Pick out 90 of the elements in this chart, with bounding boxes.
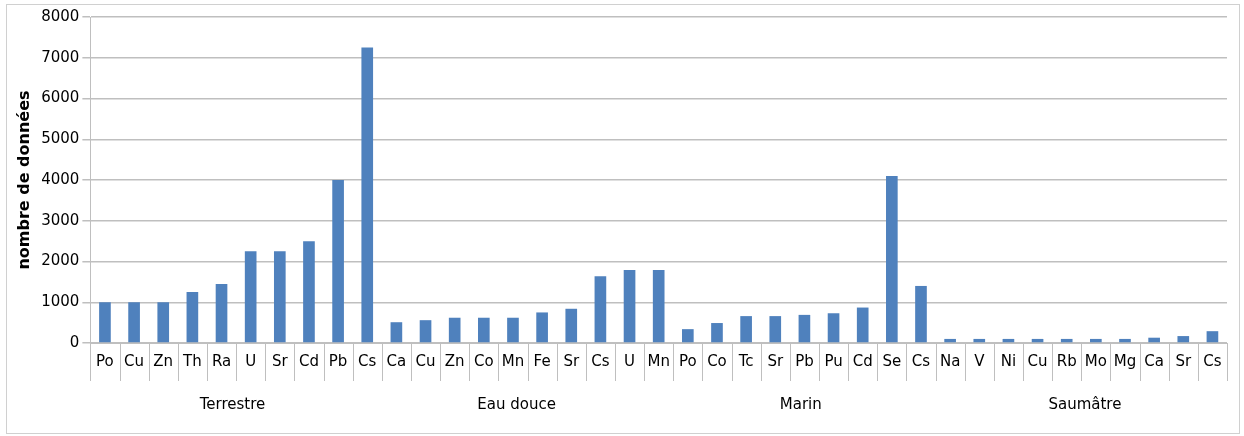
x-tick-label: Sr xyxy=(1175,351,1192,370)
text: Saumâtre xyxy=(1048,394,1122,413)
x-tick-label: Po xyxy=(678,351,697,370)
y-tick-label: 2000 xyxy=(41,251,80,270)
y-tick-label: 7000 xyxy=(41,47,80,66)
bar xyxy=(565,308,578,343)
bar xyxy=(390,322,403,343)
x-tick-label: Sr xyxy=(563,351,580,370)
x-tick-label: Zn xyxy=(153,351,174,370)
x-tick-label: Ra xyxy=(211,351,232,370)
bar xyxy=(827,313,840,343)
y-tick-label: 5000 xyxy=(41,129,80,148)
x-tick-label: Co xyxy=(707,351,727,370)
x-tick-label: Cs xyxy=(358,351,377,370)
bar xyxy=(1119,338,1131,343)
y-tick-label: 1000 xyxy=(41,292,80,311)
x-tick-label: Cd xyxy=(852,351,873,370)
y-tick-label: 0 xyxy=(69,332,80,351)
x-tick-label: Po xyxy=(96,351,114,370)
x-tick-label: Cu xyxy=(415,351,436,370)
bar xyxy=(1060,338,1073,343)
text: Terrestre xyxy=(198,394,266,413)
bar xyxy=(273,251,286,343)
x-tick-label: Pb xyxy=(328,351,348,370)
bar xyxy=(1206,331,1219,343)
bar xyxy=(536,312,548,343)
x-tick-label: Ni xyxy=(1000,351,1017,370)
x-tick-label: Mo xyxy=(1084,351,1107,370)
bar xyxy=(361,47,374,343)
y-tick-label: 3000 xyxy=(41,210,80,229)
bar xyxy=(419,320,432,343)
x-tick-label: Pb xyxy=(795,351,814,370)
bar xyxy=(507,317,519,343)
y-axis-title: nombre de données xyxy=(13,90,33,270)
bar xyxy=(303,241,315,343)
x-tick-label: Cs xyxy=(911,351,931,370)
bar xyxy=(652,270,665,343)
bar xyxy=(1177,336,1190,343)
bar xyxy=(594,276,607,343)
x-tick-label: Na xyxy=(939,351,961,370)
bar xyxy=(157,302,170,343)
bar xyxy=(128,302,140,343)
x-tick-label: Fe xyxy=(533,351,551,370)
x-tick-label: Sr xyxy=(767,351,784,370)
x-tick-label: Ca xyxy=(1144,351,1164,370)
y-tick-label: 4000 xyxy=(41,169,80,188)
x-tick-label: Co xyxy=(473,351,494,370)
x-tick-label: Cu xyxy=(1027,351,1048,370)
bar xyxy=(99,302,111,343)
bar xyxy=(944,338,956,343)
x-tick-label: Se xyxy=(882,351,902,370)
bar xyxy=(915,285,927,343)
bar xyxy=(856,307,869,343)
bar xyxy=(244,251,257,343)
x-tick-label: U xyxy=(624,351,636,370)
x-tick-label: Mn xyxy=(501,351,525,370)
x-tick-label: Pu xyxy=(824,351,843,370)
bar xyxy=(1090,338,1102,343)
x-tick-label: Sr xyxy=(271,351,289,370)
bar xyxy=(215,283,228,343)
x-tick-label: Cd xyxy=(298,351,319,370)
bar xyxy=(623,270,636,343)
x-tick-label: Th xyxy=(182,351,202,370)
y-tick-label: 6000 xyxy=(41,88,80,107)
bar xyxy=(769,316,782,343)
bar xyxy=(332,180,344,343)
x-tick-label: Zn xyxy=(444,351,465,370)
x-tick-label: Mg xyxy=(1113,351,1137,370)
x-tick-label: Mn xyxy=(647,351,670,370)
bar xyxy=(682,329,694,343)
bar xyxy=(477,317,490,343)
x-tick-label: Ca xyxy=(386,351,407,370)
bar xyxy=(711,323,723,343)
bar xyxy=(448,317,461,343)
text: Eau douce xyxy=(477,394,556,413)
bar xyxy=(1148,337,1160,343)
x-tick-label: Rb xyxy=(1056,351,1077,370)
x-tick-label: Tc xyxy=(737,351,754,370)
x-tick-label: Cu xyxy=(124,351,145,370)
text: Marin xyxy=(779,394,822,413)
y-tick-label: 8000 xyxy=(41,6,80,25)
x-tick-label: Cs xyxy=(591,351,610,370)
x-tick-label: V xyxy=(974,351,986,370)
bar xyxy=(973,338,986,343)
bar xyxy=(886,175,898,343)
bar xyxy=(740,316,752,343)
bar xyxy=(186,292,199,343)
x-tick-label: Cs xyxy=(1203,351,1222,370)
x-tick-label: U xyxy=(245,351,257,370)
bar xyxy=(798,314,811,343)
